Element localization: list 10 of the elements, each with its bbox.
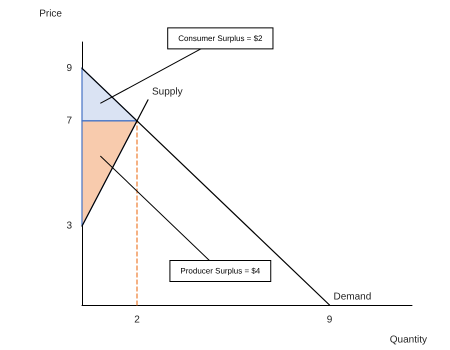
y-tick-label: 7	[66, 115, 72, 126]
x-tick-label: 2	[134, 314, 140, 326]
series-label: Supply	[152, 86, 183, 98]
y-tick-label: 3	[66, 220, 72, 232]
y-axis-title: Price	[39, 8, 62, 20]
y-tick-label: 9	[66, 62, 72, 74]
annotation: Producer Surplus = $4	[180, 266, 261, 276]
series-label: Demand	[334, 292, 372, 302]
x-axis-title: Quantity	[390, 334, 427, 346]
annotation: Consumer Surplus = $2	[178, 34, 264, 43]
